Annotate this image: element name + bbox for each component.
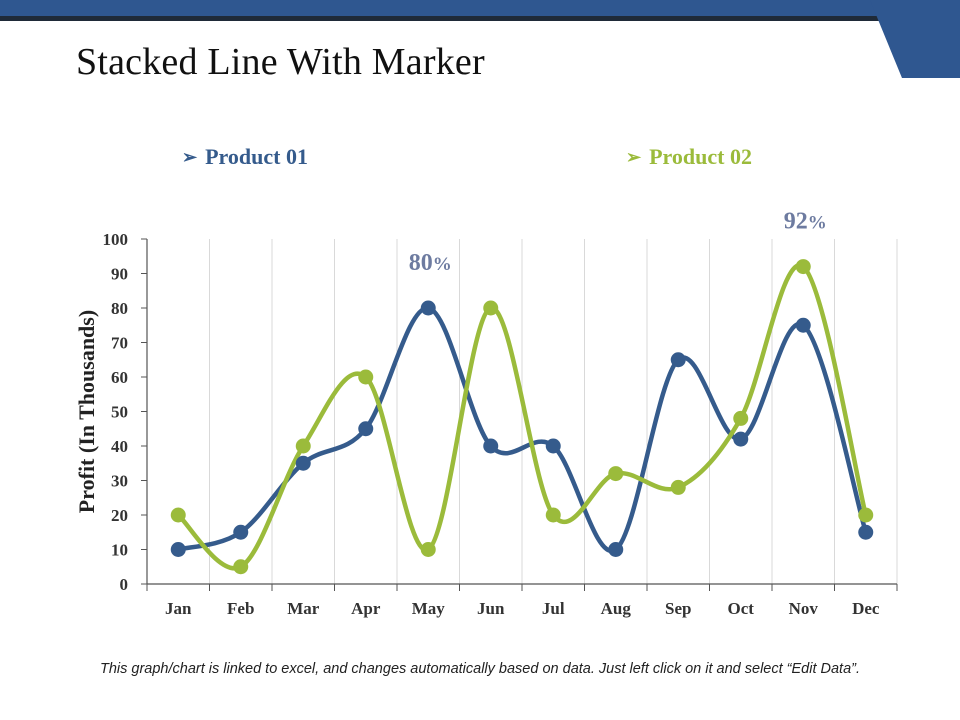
slide-title: Stacked Line With Marker	[76, 41, 485, 83]
data-point-product-02-jan	[170, 507, 186, 523]
data-point-product-02-feb	[233, 559, 249, 575]
axis-layer: 0 10 20 30 40 50 60 70 80 90 100 Jan Feb Mar Apr May Jun…	[74, 230, 898, 618]
callout-label-may: 80%	[409, 250, 452, 276]
data-point-product-02-dec	[858, 507, 874, 523]
data-point-product-01-feb	[233, 524, 249, 540]
x-tick-label: Jul	[542, 599, 565, 618]
y-tick-label: 90	[111, 265, 128, 284]
data-point-product-01-oct	[733, 431, 749, 447]
y-tick-label: 50	[111, 403, 128, 422]
x-tick-label: Apr	[351, 599, 381, 618]
x-tick-label: Feb	[227, 599, 254, 618]
x-tick-label: Oct	[728, 599, 755, 618]
data-point-product-01-may	[420, 300, 436, 316]
data-point-product-01-aug	[608, 542, 624, 557]
x-tick-label: Nov	[789, 599, 819, 618]
label-layer: 80% 92%	[409, 209, 827, 276]
marker-layer	[170, 259, 874, 575]
data-point-product-01-mar	[295, 455, 311, 471]
y-tick-label: 30	[111, 472, 128, 491]
y-tick-label: 20	[111, 506, 128, 525]
data-point-product-02-jun	[483, 300, 499, 316]
data-point-product-02-jul	[545, 507, 561, 523]
y-tick-label: 60	[111, 368, 128, 387]
y-tick-label: 70	[111, 334, 128, 353]
data-point-product-02-nov	[795, 259, 811, 275]
legend-label: Product 02	[649, 144, 752, 169]
y-tick-label: 0	[120, 575, 129, 594]
data-point-product-02-may	[420, 542, 436, 557]
legend-product-02: ➢ Product 02	[626, 144, 752, 170]
data-point-product-01-jul	[545, 438, 561, 454]
x-tick-label: Aug	[601, 599, 632, 618]
y-tick-label: 80	[111, 299, 128, 318]
legend-arrow-icon: ➢	[182, 147, 198, 167]
data-point-product-02-sep	[670, 479, 686, 495]
y-tick-label: 100	[103, 230, 129, 249]
corner-accent-shape	[870, 0, 960, 78]
data-point-product-02-mar	[295, 438, 311, 454]
data-point-product-01-sep	[670, 352, 686, 368]
top-accent-bar	[0, 0, 960, 18]
x-tick-label: May	[412, 599, 446, 618]
x-tick-label: Jun	[477, 599, 505, 618]
x-tick-label: Mar	[287, 599, 320, 618]
data-point-product-01-dec	[858, 524, 874, 540]
data-point-product-01-jun	[483, 438, 499, 454]
top-accent-line	[0, 16, 880, 21]
x-tick-label: Sep	[665, 599, 691, 618]
y-tick-label: 40	[111, 437, 128, 456]
y-tick-label: 10	[111, 541, 128, 560]
data-point-product-02-apr	[358, 369, 374, 385]
legend-product-01: ➢ Product 01	[182, 144, 308, 170]
callout-label-nov: 92%	[784, 209, 827, 235]
data-point-product-01-apr	[358, 421, 374, 437]
legend-label: Product 01	[205, 144, 308, 169]
y-axis-title: Profit (In Thousands)	[74, 310, 99, 513]
data-point-product-01-nov	[795, 317, 811, 333]
legend-arrow-icon: ➢	[626, 147, 642, 167]
footer-note: This graph/chart is linked to excel, and…	[99, 661, 861, 677]
grid-layer	[209, 239, 898, 584]
data-point-product-02-oct	[733, 410, 749, 426]
x-tick-label: Dec	[852, 599, 880, 618]
data-point-product-02-aug	[608, 466, 624, 482]
x-tick-label: Jan	[165, 599, 192, 618]
data-point-product-01-jan	[170, 542, 186, 557]
